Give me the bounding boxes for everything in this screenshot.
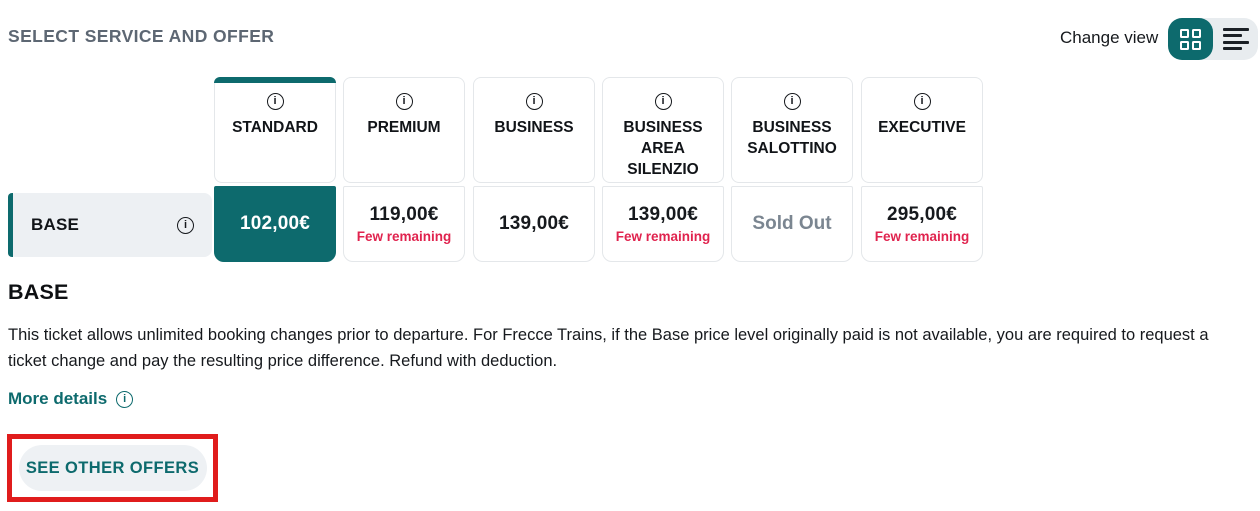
service-column-label: BUSINESS SALOTTINO xyxy=(747,119,837,157)
price: 119,00€ xyxy=(369,204,439,225)
price: 139,00€ xyxy=(627,204,699,225)
price: 295,00€ xyxy=(886,204,958,225)
more-details-label: More details xyxy=(8,389,108,408)
annotation-highlight: SEE OTHER OFFERS xyxy=(7,434,218,502)
service-column-executive[interactable]: i EXECUTIVE xyxy=(861,77,983,183)
page-title: SELECT SERVICE AND OFFER xyxy=(8,26,275,46)
info-icon[interactable]: i xyxy=(654,93,672,110)
fare-row-label: BASE xyxy=(31,215,80,234)
price-cell-business[interactable]: 139,00€ xyxy=(473,186,595,262)
fare-description: This ticket allows unlimited booking cha… xyxy=(8,326,1209,370)
grid-view-button[interactable] xyxy=(1168,18,1213,60)
price-cell-executive[interactable]: 295,00€ Few remaining xyxy=(861,186,983,262)
availability-note: Few remaining xyxy=(356,229,452,244)
grid-view-icon xyxy=(1180,28,1201,50)
more-details-link[interactable]: More details i xyxy=(8,389,134,409)
view-toggle xyxy=(1168,18,1258,60)
service-column-business[interactable]: i BUSINESS xyxy=(473,77,595,183)
fare-detail-heading: BASE xyxy=(8,280,69,304)
service-column-standard[interactable]: i STANDARD xyxy=(214,77,336,183)
service-column-label: PREMIUM xyxy=(367,119,441,136)
sold-out-label: Sold Out xyxy=(752,213,832,234)
see-other-offers-button[interactable]: SEE OTHER OFFERS xyxy=(18,445,207,491)
info-icon[interactable]: i xyxy=(525,93,543,110)
info-icon[interactable]: i xyxy=(913,93,931,110)
service-column-label: STANDARD xyxy=(232,119,318,136)
service-column-business-salottino[interactable]: i BUSINESS SALOTTINO xyxy=(731,77,853,183)
info-icon[interactable]: i xyxy=(266,93,284,110)
price: 102,00€ xyxy=(239,213,311,234)
fare-row-base: BASE i xyxy=(8,193,212,257)
price-cell-premium[interactable]: 119,00€ Few remaining xyxy=(343,186,465,262)
change-view-label: Change view xyxy=(1060,28,1159,47)
price: 139,00€ xyxy=(498,213,570,234)
availability-note: Few remaining xyxy=(615,229,711,244)
list-view-button[interactable] xyxy=(1213,18,1258,60)
service-column-label: BUSINESS xyxy=(494,119,574,136)
info-icon[interactable]: i xyxy=(177,216,194,234)
info-icon[interactable]: i xyxy=(395,93,413,110)
service-column-label: EXECUTIVE xyxy=(878,119,966,136)
price-cell-business-salottino: Sold Out xyxy=(731,186,853,262)
price-cell-business-area-silenzio[interactable]: 139,00€ Few remaining xyxy=(602,186,724,262)
info-icon[interactable]: i xyxy=(783,93,801,110)
service-column-premium[interactable]: i PREMIUM xyxy=(343,77,465,183)
price-cell-standard[interactable]: 102,00€ xyxy=(214,186,336,262)
info-icon[interactable]: i xyxy=(116,390,134,408)
availability-note: Few remaining xyxy=(874,229,970,244)
service-column-business-area-silenzio[interactable]: i BUSINESS AREA SILENZIO xyxy=(602,77,724,183)
service-column-label: BUSINESS AREA SILENZIO xyxy=(623,119,703,178)
list-view-icon xyxy=(1222,27,1249,51)
